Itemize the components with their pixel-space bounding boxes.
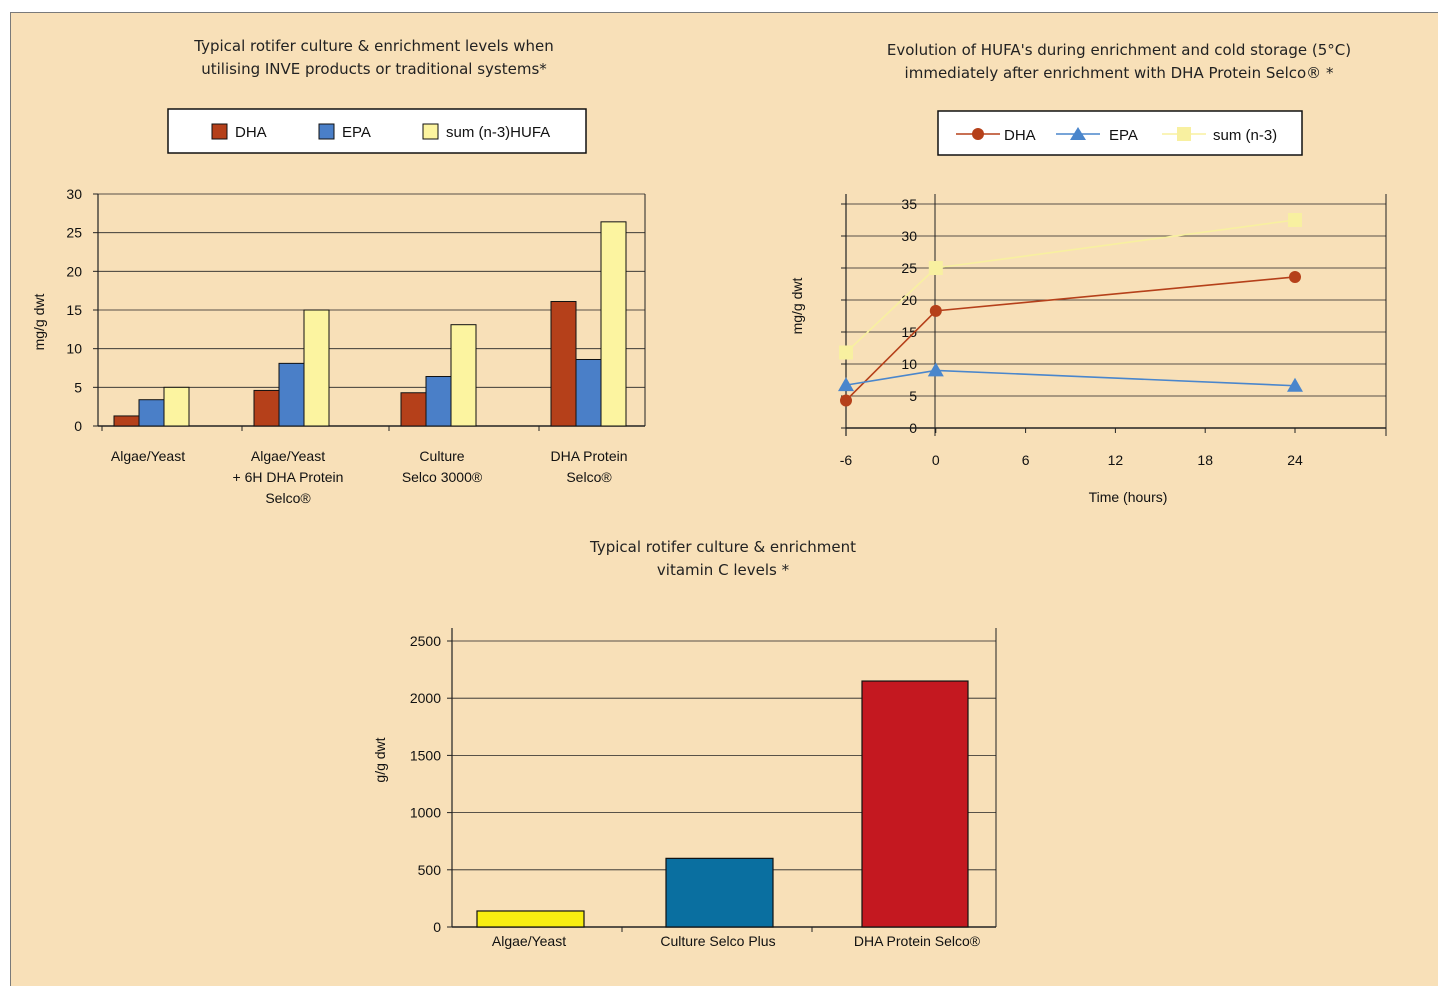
- chart2-point-epa: [927, 362, 944, 377]
- chart3-xtick-label: DHA Protein Selco®: [854, 933, 981, 949]
- chart2-ytick-label: 5: [909, 388, 917, 404]
- chart1-ytick-label: 30: [66, 186, 82, 202]
- chart2-legend-marker: [972, 128, 984, 140]
- chart3-ytick-label: 2000: [410, 690, 441, 706]
- chart1-legend-label: EPA: [342, 124, 371, 141]
- chart2-ytick-label: 15: [901, 324, 917, 340]
- chart1-xtick-label: Algae/Yeast: [251, 448, 325, 464]
- chart1-ytick-label: 20: [66, 263, 82, 279]
- chart2-ytick-label: 10: [901, 356, 917, 372]
- chart1-bar-dha: [550, 300, 577, 427]
- chart1-bar-dha: [400, 392, 427, 427]
- chart-panel: [10, 12, 1438, 986]
- chart2-legend-box: [937, 110, 1303, 156]
- chart1-bar-sum-n-3-hufa: [600, 221, 627, 427]
- chart1-xtick-label: Culture: [419, 448, 464, 464]
- chart1-xtick-label: Selco®: [566, 469, 612, 485]
- chart2-legend-label: EPA: [1109, 127, 1138, 144]
- chart3-ytick-label: 0: [433, 919, 441, 935]
- chart2-point-n3: [839, 345, 853, 360]
- chart1-bar-dha: [113, 415, 140, 427]
- chart3-xtick-label: Culture Selco Plus: [660, 933, 775, 949]
- chart3-title: Typical rotifer culture & enrichment: [589, 538, 856, 556]
- chart2-point-dha: [840, 394, 852, 407]
- chart2-xlabel: Time (hours): [1089, 489, 1168, 505]
- chart1-legend-label: DHA: [235, 124, 267, 141]
- chart2-point-dha: [1289, 270, 1301, 283]
- chart1-legend-label: sum (n-3)HUFA: [446, 124, 550, 141]
- chart2-ytick-label: 25: [901, 260, 917, 276]
- chart1-ytick-label: 0: [74, 418, 82, 434]
- chart1-bar-epa: [575, 358, 602, 427]
- chart2-ylabel: mg/g dwt: [789, 277, 805, 334]
- chart1-xtick-label: Selco 3000®: [402, 469, 483, 485]
- chart1-legend-box: [167, 108, 587, 154]
- chart1-xtick-label: + 6H DHA Protein: [233, 469, 344, 485]
- chart1-title: utilising INVE products or traditional s…: [201, 60, 547, 78]
- chart2-xtick-label: 24: [1287, 452, 1303, 468]
- chart3-ytick-label: 500: [418, 862, 442, 878]
- chart1-bar-dha: [253, 389, 280, 427]
- chart2-legend-label: sum (n-3): [1213, 127, 1277, 144]
- chart3-title: vitamin C levels *: [657, 561, 790, 579]
- chart1-xtick-label: Algae/Yeast: [111, 448, 185, 464]
- chart2-legend-marker: [1070, 127, 1086, 140]
- chart1-ytick-label: 10: [66, 341, 82, 357]
- chart2-title: immediately after enrichment with DHA Pr…: [905, 64, 1334, 82]
- chart1-legend-swatch: [318, 123, 335, 140]
- chart1-bar-epa: [425, 376, 452, 427]
- chart2-point-dha: [929, 304, 942, 317]
- chart1-ytick-label: 15: [66, 302, 82, 318]
- chart2-xtick-label: 6: [1022, 452, 1030, 468]
- chart3-bar: [861, 680, 969, 928]
- chart1-ylabel: mg/g dwt: [31, 293, 47, 350]
- chart2-legend-label: DHA: [1004, 127, 1036, 144]
- chart2-point-n3: [1288, 213, 1302, 227]
- chart1-xtick-label: DHA Protein: [550, 448, 627, 464]
- chart1-bar-sum-n-3-hufa: [163, 386, 190, 427]
- chart2-legend-marker: [1177, 127, 1191, 141]
- chart2-xtick-label: -6: [840, 452, 853, 468]
- chart2-xtick-label: 12: [1108, 452, 1124, 468]
- chart3-bar: [476, 910, 585, 928]
- chart2-title: Evolution of HUFA's during enrichment an…: [887, 41, 1351, 59]
- chart1-legend-swatch: [422, 123, 439, 140]
- chart2-xtick-label: 18: [1197, 452, 1213, 468]
- chart3-ylabel: g/g dwt: [372, 737, 388, 782]
- chart2-series-line-epa: [845, 369, 1296, 387]
- chart2-ytick-label: 35: [901, 196, 917, 212]
- chart3-ytick-label: 1000: [410, 805, 441, 821]
- chart1-ytick-label: 5: [74, 379, 82, 395]
- chart1-legend-swatch: [211, 123, 228, 140]
- chart1-bar-epa: [138, 399, 165, 427]
- chart1-bar-epa: [278, 362, 305, 427]
- chart2-point-epa: [1287, 377, 1303, 392]
- chart2-point-epa: [838, 377, 854, 392]
- chart3-ytick-label: 2500: [410, 633, 441, 649]
- chart2-xtick-label: 0: [932, 452, 940, 468]
- chart1-bar-sum-n-3-hufa: [450, 324, 477, 427]
- chart2-ytick-label: 30: [901, 228, 917, 244]
- chart1-xtick-label: Selco®: [265, 490, 311, 506]
- chart1-title: Typical rotifer culture & enrichment lev…: [193, 37, 553, 55]
- chart1-ytick-label: 25: [66, 225, 82, 241]
- chart2-ytick-label: 20: [901, 292, 917, 308]
- chart3-bar: [665, 857, 774, 928]
- chart2-point-n3: [928, 261, 943, 275]
- chart1-bar-sum-n-3-hufa: [303, 309, 330, 427]
- chart3-ytick-label: 1500: [410, 747, 441, 763]
- chart3-xtick-label: Algae/Yeast: [492, 933, 566, 949]
